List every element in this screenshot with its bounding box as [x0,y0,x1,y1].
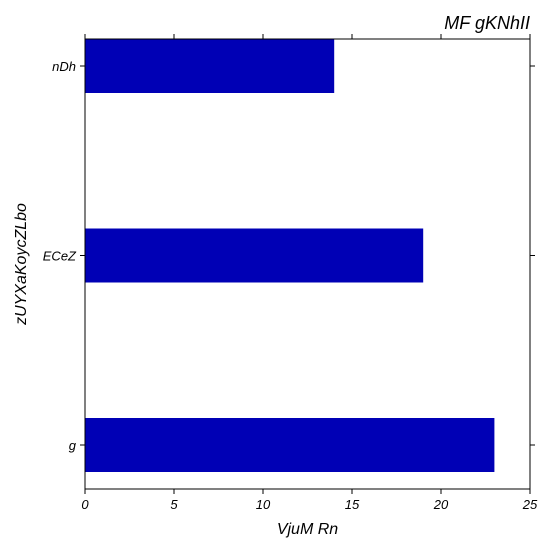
y-tick-label: nDh [52,59,76,74]
labels-layer: nDh ECeZ g 0 5 10 15 20 25 [43,59,538,512]
x-tick-label: 20 [433,497,449,512]
y-axis-label: zUYXaKoycZLbo [13,203,30,326]
bar-ECeZ [85,228,424,283]
y-tick-label: g [69,438,77,453]
bar-nDh [85,39,335,93]
y-tick-label: ECeZ [43,249,77,264]
x-tick-label: 0 [81,497,89,512]
bar-g [85,418,495,472]
x-axis-label: VjuM Rn [277,521,338,538]
ticks-layer [80,34,535,494]
bars-layer [85,39,495,472]
x-tick-label: 5 [170,497,178,512]
x-tick-label: 15 [345,497,360,512]
x-tick-label: 25 [522,497,538,512]
chart-title: MF gKNhII [444,13,530,33]
plot-frame [84,38,531,490]
x-tick-label: 10 [256,497,271,512]
